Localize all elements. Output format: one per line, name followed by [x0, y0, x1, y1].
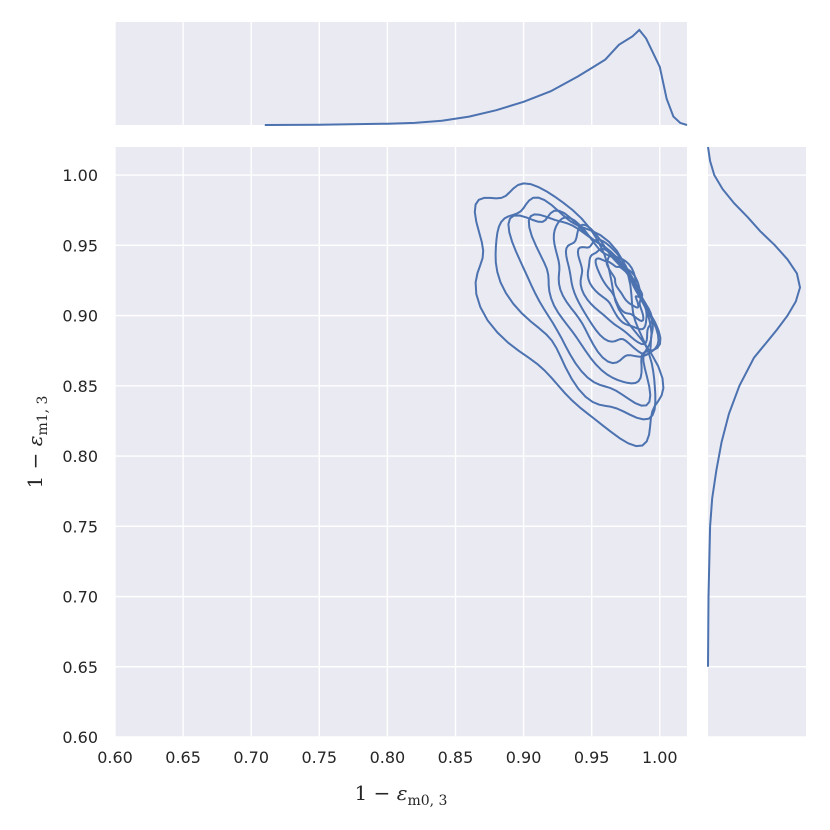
y-tick-label: 1.00 [62, 166, 98, 185]
right-marginal-density-curve [707, 146, 802, 667]
y-axis-label-prefix: 1 − [23, 446, 47, 488]
y-tick-label: 0.60 [62, 728, 98, 747]
x-axis-label-symbol: ε [397, 781, 408, 805]
kde-contour-line [605, 260, 644, 309]
x-axis-label-prefix: 1 − [355, 781, 397, 805]
y-tick-label: 0.95 [62, 236, 98, 255]
y-tick-label: 0.70 [62, 588, 98, 607]
kde-contour-line [564, 223, 654, 356]
top-marginal-panel [114, 22, 688, 126]
kde-contour-line [494, 196, 657, 421]
kde-contour-line [586, 247, 648, 331]
x-tick-label: 0.90 [506, 748, 542, 767]
kde-contour-line [527, 213, 662, 385]
x-tick-label: 1.00 [642, 748, 678, 767]
x-axis-label: 1 − εm0, 3 [355, 781, 448, 809]
x-tick-label: 0.70 [233, 748, 269, 767]
kde-contour-line [507, 209, 653, 407]
x-tick-label: 0.60 [97, 748, 133, 767]
top-marginal-grid [114, 22, 661, 125]
right-marginal-background [708, 147, 806, 737]
y-axis-label-subscript: m1, 3 [35, 396, 51, 436]
top-marginal-density-curve [264, 28, 688, 126]
y-tick-label: 0.75 [62, 517, 98, 536]
kde-contour-line [473, 182, 665, 448]
x-tick-label: 0.85 [438, 748, 474, 767]
y-axis-label-symbol: ε [23, 436, 47, 447]
y-tick-label: 0.65 [62, 658, 98, 677]
y-tick-label: 0.85 [62, 377, 98, 396]
x-tick-label: 0.95 [574, 748, 610, 767]
y-tick-label: 0.90 [62, 307, 98, 326]
right-marginal-panel [707, 146, 806, 738]
x-tick-label: 0.80 [370, 748, 406, 767]
top-marginal-background [115, 22, 687, 125]
x-axis-ticks: 0.60 0.65 0.70 0.75 0.80 0.85 0.90 0.95 1.00 [97, 748, 677, 767]
x-tick-label: 0.65 [165, 748, 201, 767]
right-marginal-grid [708, 174, 806, 738]
y-axis-label: 1 − εm1, 3 [23, 396, 51, 489]
x-tick-label: 0.75 [301, 748, 337, 767]
x-axis-label-subscript: m0, 3 [407, 793, 447, 809]
kde-contour-line [594, 255, 645, 322]
y-tick-label: 0.80 [62, 447, 98, 466]
kde-contour-line [576, 238, 653, 346]
y-axis-ticks: 0.60 0.65 0.70 0.75 0.80 0.85 0.90 0.95 1.00 [62, 166, 98, 747]
kde-contours [473, 182, 665, 448]
joint-panel [114, 147, 687, 738]
kde-contour-line [552, 216, 660, 365]
